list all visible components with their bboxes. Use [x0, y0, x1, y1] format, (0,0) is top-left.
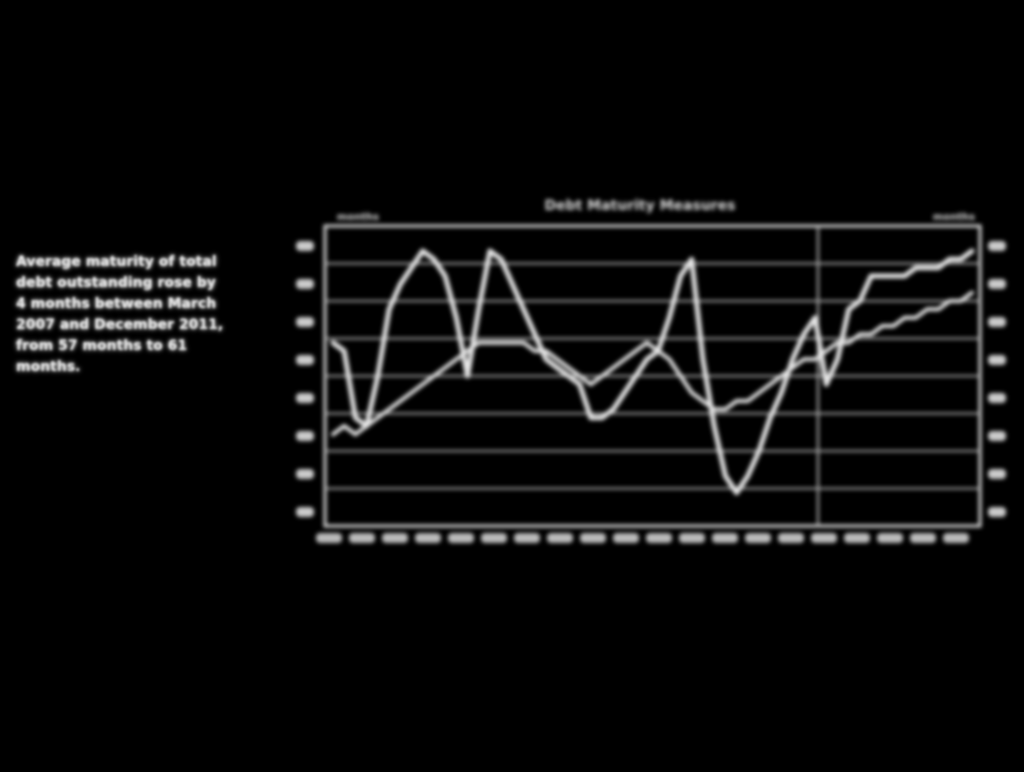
x-axis-tick-mark: [844, 533, 870, 543]
series-layer: [333, 251, 972, 493]
left-axis-label: months: [337, 212, 379, 223]
left-axis-tick-mark: [296, 469, 314, 479]
left-axis-tick-mark: [296, 279, 314, 289]
right-axis-tick-mark: [988, 431, 1006, 441]
x-axis-tick-mark: [316, 533, 342, 543]
right-axis-label: months: [933, 212, 975, 223]
x-axis-tick-mark: [679, 533, 705, 543]
series-line-1: [333, 251, 972, 493]
x-axis-tick-mark: [514, 533, 540, 543]
axis-ticks: [296, 241, 1006, 543]
right-axis-tick-mark: [988, 507, 1006, 517]
left-axis-tick-mark: [296, 241, 314, 251]
left-axis-tick-mark: [296, 431, 314, 441]
x-axis-tick-mark: [778, 533, 804, 543]
gridlines: [325, 264, 980, 489]
x-axis-tick-mark: [910, 533, 936, 543]
x-axis-tick-mark: [349, 533, 375, 543]
x-axis-tick-mark: [712, 533, 738, 543]
x-axis-tick-mark: [745, 533, 771, 543]
x-axis-tick-mark: [646, 533, 672, 543]
x-axis-tick-mark: [448, 533, 474, 543]
x-axis-tick-mark: [481, 533, 507, 543]
left-axis-tick-mark: [296, 355, 314, 365]
x-axis-tick-mark: [943, 533, 969, 543]
x-axis-tick-mark: [415, 533, 441, 543]
right-axis-tick-mark: [988, 393, 1006, 403]
x-axis-tick-mark: [382, 533, 408, 543]
left-axis-tick-mark: [296, 507, 314, 517]
right-axis-tick-mark: [988, 469, 1006, 479]
right-axis-tick-mark: [988, 279, 1006, 289]
x-axis-tick-mark: [877, 533, 903, 543]
x-axis-tick-mark: [811, 533, 837, 543]
left-axis-tick-mark: [296, 393, 314, 403]
x-axis-tick-mark: [580, 533, 606, 543]
x-axis-tick-mark: [613, 533, 639, 543]
left-axis-tick-mark: [296, 317, 314, 327]
x-axis-tick-mark: [547, 533, 573, 543]
right-axis-tick-mark: [988, 317, 1006, 327]
right-axis-tick-mark: [988, 241, 1006, 251]
chart-title: Debt Maturity Measures: [544, 198, 735, 214]
right-axis-tick-mark: [988, 355, 1006, 365]
